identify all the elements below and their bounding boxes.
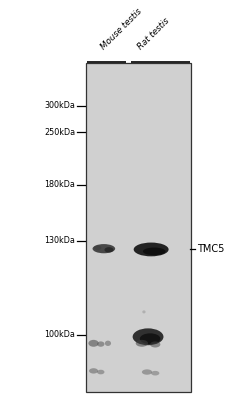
Ellipse shape (97, 341, 104, 347)
Ellipse shape (89, 368, 98, 374)
Text: 180kDa: 180kDa (44, 180, 75, 189)
Ellipse shape (133, 242, 168, 256)
Text: Rat testis: Rat testis (136, 16, 171, 51)
Ellipse shape (94, 246, 101, 250)
Ellipse shape (132, 328, 163, 345)
Ellipse shape (141, 369, 151, 375)
Text: 130kDa: 130kDa (44, 236, 75, 245)
Ellipse shape (135, 340, 147, 347)
FancyBboxPatch shape (86, 63, 190, 392)
Ellipse shape (104, 247, 113, 252)
Ellipse shape (151, 371, 159, 376)
Ellipse shape (92, 244, 115, 253)
Text: TMC5: TMC5 (196, 244, 224, 254)
Ellipse shape (142, 248, 165, 255)
Ellipse shape (139, 333, 160, 344)
Ellipse shape (104, 341, 110, 346)
Ellipse shape (97, 370, 104, 374)
Text: 100kDa: 100kDa (44, 330, 75, 339)
Ellipse shape (88, 340, 98, 347)
Ellipse shape (149, 341, 160, 348)
Text: 250kDa: 250kDa (44, 128, 75, 136)
Ellipse shape (142, 310, 145, 314)
Text: 300kDa: 300kDa (44, 101, 75, 110)
Text: Mouse testis: Mouse testis (99, 7, 144, 51)
